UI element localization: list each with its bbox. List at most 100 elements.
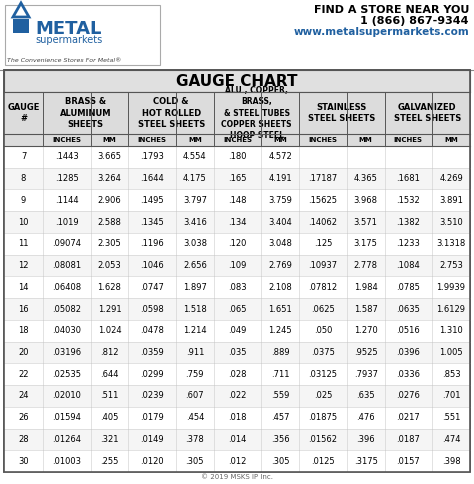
Text: MM: MM [444,137,458,143]
Text: 1.587: 1.587 [354,304,378,314]
Text: INCHES: INCHES [394,137,423,143]
Text: .065: .065 [228,304,247,314]
Text: .09074: .09074 [52,239,81,248]
Text: 3.797: 3.797 [183,196,207,205]
Text: 28: 28 [18,435,29,444]
Text: .1532: .1532 [396,196,420,205]
Text: 9: 9 [21,196,26,205]
Text: 4.554: 4.554 [183,152,207,161]
Text: .1084: .1084 [396,261,420,270]
Text: .01875: .01875 [309,413,337,422]
Text: .0187: .0187 [396,435,420,444]
Text: .1345: .1345 [140,218,164,227]
Text: .14062: .14062 [309,218,337,227]
Text: 26: 26 [18,413,29,422]
Bar [4,70,470,472]
Text: 1.897: 1.897 [183,283,207,292]
Text: .0276: .0276 [396,392,420,400]
Text: .125: .125 [314,239,332,248]
Text: GALVANIZED
STEEL SHEETS: GALVANIZED STEEL SHEETS [394,103,461,123]
Text: .022: .022 [228,392,247,400]
Bar [4,450,470,472]
Text: .0785: .0785 [396,283,420,292]
Text: 20: 20 [18,348,29,357]
Text: .398: .398 [442,456,460,466]
Text: 2.053: 2.053 [98,261,121,270]
Text: 11: 11 [18,239,29,248]
Text: .0635: .0635 [396,304,420,314]
Text: .9525: .9525 [354,348,377,357]
Text: 1.9939: 1.9939 [437,283,465,292]
Text: 3.048: 3.048 [268,239,292,248]
Text: 8: 8 [21,174,26,183]
Text: .0359: .0359 [140,348,164,357]
Bar [5,5,160,65]
Text: .01003: .01003 [52,456,81,466]
Text: .01264: .01264 [52,435,81,444]
Text: .255: .255 [100,456,118,466]
Text: .0179: .0179 [140,413,164,422]
Text: 1.628: 1.628 [98,283,121,292]
Text: .305: .305 [271,456,290,466]
Text: .02010: .02010 [52,392,81,400]
Text: .028: .028 [228,370,247,378]
Text: .050: .050 [314,326,332,335]
Text: .0125: .0125 [311,456,335,466]
Text: .02535: .02535 [52,370,81,378]
Text: .378: .378 [185,435,204,444]
Text: 1.310: 1.310 [439,326,463,335]
Text: MM: MM [188,137,202,143]
Text: COLD &
HOT ROLLED
STEEL SHEETS: COLD & HOT ROLLED STEEL SHEETS [137,97,205,129]
Text: .305: .305 [186,456,204,466]
Text: 3.759: 3.759 [268,196,292,205]
Text: MM: MM [359,137,373,143]
Text: .396: .396 [356,435,375,444]
Text: .1019: .1019 [55,218,79,227]
Text: .025: .025 [314,392,332,400]
Text: .1793: .1793 [140,152,164,161]
Text: METAL: METAL [35,20,101,38]
Text: .109: .109 [228,261,247,270]
Text: BRASS &
ALUMINUM
SHEETS: BRASS & ALUMINUM SHEETS [60,97,111,129]
Text: INCHES: INCHES [52,137,81,143]
Text: 2.588: 2.588 [98,218,121,227]
Text: 4.365: 4.365 [354,174,378,183]
Text: .1144: .1144 [55,196,79,205]
Text: 10: 10 [18,218,29,227]
Bar [4,92,470,146]
Text: .134: .134 [228,218,247,227]
Text: .911: .911 [186,348,204,357]
Text: .07812: .07812 [309,283,337,292]
Text: .04030: .04030 [52,326,81,335]
Text: 14: 14 [18,283,29,292]
Bar [4,428,470,450]
Text: .701: .701 [442,392,460,400]
Text: .1495: .1495 [140,196,164,205]
Text: STAINLESS
STEEL SHEETS: STAINLESS STEEL SHEETS [308,103,375,123]
Text: 3.264: 3.264 [98,174,121,183]
Text: 2.656: 2.656 [183,261,207,270]
Text: .635: .635 [356,392,375,400]
Text: 2.753: 2.753 [439,261,463,270]
Text: .1285: .1285 [55,174,79,183]
Text: 4.572: 4.572 [268,152,292,161]
Text: 4.191: 4.191 [268,174,292,183]
Text: .711: .711 [271,370,290,378]
Text: .0157: .0157 [396,456,420,466]
Text: 1.245: 1.245 [268,326,292,335]
Text: 22: 22 [18,370,29,378]
Text: .812: .812 [100,348,118,357]
Text: 1.291: 1.291 [98,304,121,314]
Text: .1644: .1644 [140,174,164,183]
Text: .644: .644 [100,370,118,378]
Text: 18: 18 [18,326,29,335]
Text: 3.1318: 3.1318 [437,239,465,248]
Text: .457: .457 [271,413,290,422]
Text: .03196: .03196 [52,348,82,357]
Text: FIND A STORE NEAR YOU: FIND A STORE NEAR YOU [314,5,469,15]
Text: .0747: .0747 [140,283,164,292]
Text: INCHES: INCHES [223,137,252,143]
Text: 3.416: 3.416 [183,218,207,227]
Text: 3.891: 3.891 [439,196,463,205]
Text: 1.270: 1.270 [354,326,377,335]
